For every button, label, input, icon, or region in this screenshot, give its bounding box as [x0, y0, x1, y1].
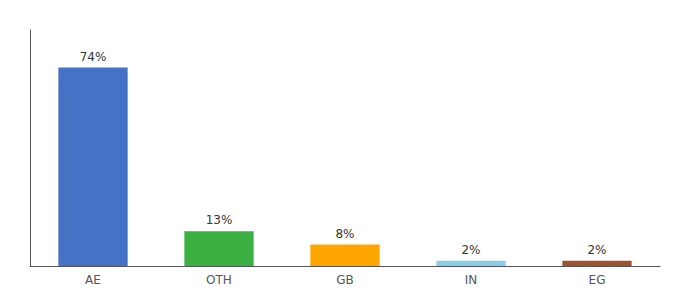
svg-text:74%: 74% [80, 50, 107, 64]
svg-text:GB: GB [336, 273, 354, 287]
svg-text:EG: EG [589, 273, 606, 287]
svg-text:13%: 13% [206, 213, 233, 227]
svg-text:2%: 2% [461, 243, 480, 257]
svg-text:IN: IN [465, 273, 478, 287]
svg-text:OTH: OTH [206, 273, 232, 287]
svg-text:2%: 2% [587, 243, 606, 257]
svg-text:8%: 8% [335, 227, 354, 241]
svg-text:AE: AE [85, 273, 101, 287]
